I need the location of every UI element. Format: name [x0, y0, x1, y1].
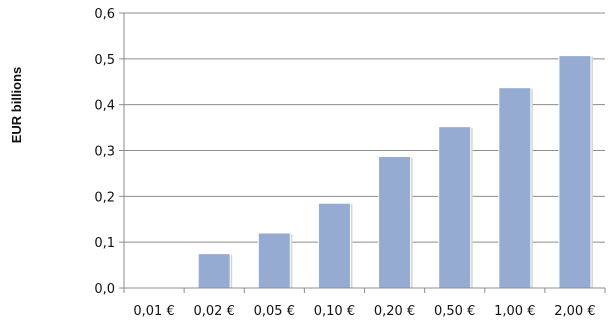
x-tick-label: 2,00 € — [554, 304, 595, 319]
x-tick-label: 0,02 € — [194, 304, 235, 319]
y-tick-label: 0,0 — [94, 282, 115, 297]
y-tick-label: 0,4 — [94, 99, 115, 114]
y-tick-label: 0,3 — [94, 145, 115, 160]
y-tick-label: 0,1 — [94, 236, 115, 251]
x-tick-label: 0,05 € — [254, 304, 295, 319]
x-tick-label: 1,00 € — [494, 304, 535, 319]
gridlines — [124, 12, 605, 243]
x-tick-labels: 0,01 € 0,02 € 0,05 € 0,10 € 0,20 € 0,50 € 1,00… — [133, 304, 595, 319]
bars — [197, 55, 593, 289]
x-tick-label: 0,01 € — [133, 304, 174, 319]
bar — [498, 87, 532, 289]
axes — [119, 12, 606, 293]
bar — [378, 155, 412, 289]
y-tick-labels: 0,0 0,1 0,2 0,3 0,4 0,5 0,6 — [94, 7, 115, 297]
bar — [197, 253, 231, 289]
bar — [257, 232, 291, 289]
y-tick-label: 0,2 — [94, 190, 115, 205]
x-tick-label: 0,50 € — [434, 304, 475, 319]
bar — [558, 55, 592, 289]
y-tick-label: 0,5 — [94, 53, 115, 68]
y-tick-label: 0,6 — [94, 7, 115, 22]
x-tick-label: 0,10 € — [314, 304, 355, 319]
bar — [438, 126, 472, 289]
x-tick-label: 0,20 € — [374, 304, 415, 319]
bar — [317, 202, 351, 289]
y-axis-title: EUR billions — [9, 67, 24, 144]
